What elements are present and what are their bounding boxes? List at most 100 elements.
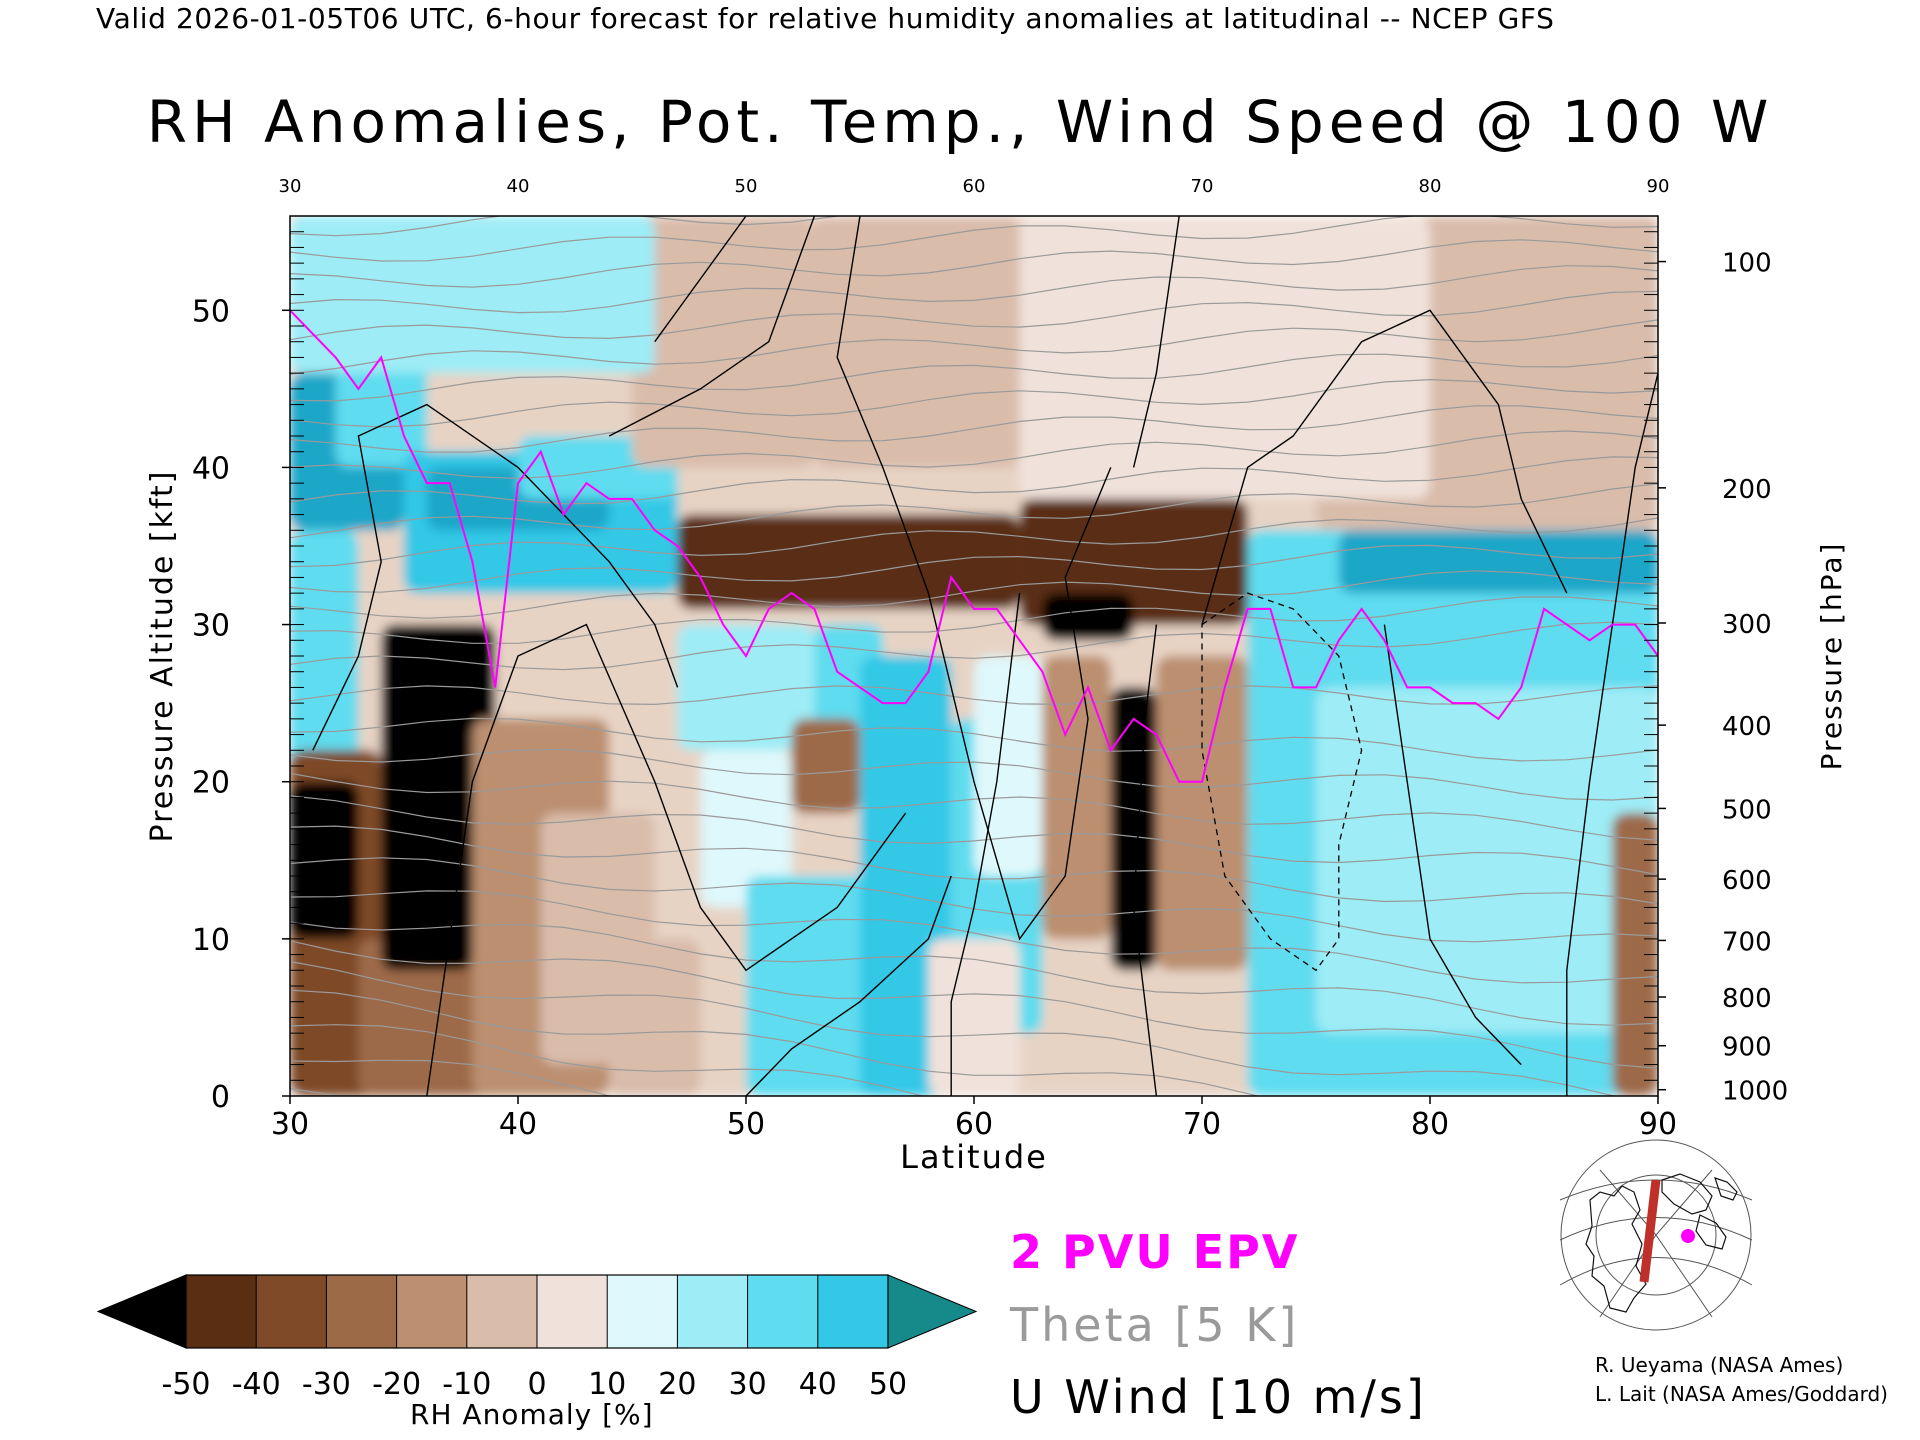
field-region-21	[974, 656, 1043, 876]
x-tick-label-top-4: 70	[1191, 176, 1214, 197]
colorbar-bin-9	[817, 1275, 888, 1348]
x-tick-label-0: 30	[271, 1107, 309, 1142]
theta-line-11	[290, 772, 1658, 841]
x-tick-label-top-2: 50	[735, 176, 758, 197]
credit-line-2: L. Lait (NASA Ames/Goddard)	[1595, 1382, 1888, 1406]
theta-line-24	[290, 378, 1658, 428]
x-tick-label-top-1: 40	[507, 176, 530, 197]
theta-line-22	[290, 430, 1658, 480]
epv-2pvu-line	[290, 309, 1658, 783]
theta-line-14	[290, 685, 1658, 706]
colorbar-bin-6	[607, 1275, 678, 1348]
p-tick-label-0: 100	[1722, 249, 1772, 279]
theta-line-9	[290, 825, 1658, 905]
chart-title: RH Anomalies, Pot. Temp., Wind Speed @ 1…	[146, 88, 1774, 156]
uwind-line-9	[745, 875, 952, 1096]
theta-line-20	[290, 483, 1658, 539]
uwind-line-11	[654, 216, 747, 343]
x-tick-label-top-0: 30	[279, 176, 302, 197]
uwind-line-2	[608, 216, 816, 437]
legend-uwind: U Wind [10 m/s]	[1010, 1370, 1427, 1424]
theta-line-2	[290, 1024, 925, 1096]
section-line-marker	[1639, 1179, 1661, 1283]
uwind-line-6	[1383, 624, 1522, 1066]
x-tick-label-6: 90	[1639, 1107, 1677, 1142]
y-tick-label-2: 20	[192, 766, 230, 801]
uwind-contours	[312, 216, 1658, 1096]
inset-map	[1556, 1139, 1756, 1331]
field-region-26	[1019, 498, 1248, 625]
location-dot-marker	[1681, 1229, 1695, 1243]
colorbar-bin-1	[256, 1275, 327, 1348]
colorbar-over-triangle	[887, 1274, 978, 1349]
colorbar-bin-3	[396, 1275, 467, 1348]
colorbar-bin-0	[186, 1275, 257, 1348]
colorbar-tick-label-7: 20	[658, 1367, 696, 1402]
p-tick-label-4: 500	[1722, 795, 1772, 825]
field-region-28	[1110, 687, 1157, 971]
colorbar-tick-label-5: 0	[527, 1367, 546, 1402]
theta-line-27	[290, 290, 1658, 341]
field-region-18	[791, 718, 860, 814]
x-tick-label-5: 80	[1411, 1107, 1449, 1142]
x-tick-label-top-6: 90	[1647, 176, 1670, 197]
colorbar-bin-8	[747, 1275, 818, 1348]
field-region-14	[677, 624, 815, 751]
colorbar-tick-label-3: -20	[372, 1367, 421, 1402]
colorbar-tick-label-6: 10	[588, 1367, 626, 1402]
x-tick-label-2: 50	[727, 1107, 765, 1142]
p-tick-label-9: 1000	[1722, 1077, 1788, 1107]
field-region-13	[609, 938, 701, 1096]
colorbar-tick-label-10: 50	[869, 1367, 907, 1402]
theta-line-28	[290, 265, 1658, 314]
colorbar-frame	[185, 1274, 889, 1349]
theta-line-16	[290, 596, 1658, 644]
theta-line-10	[290, 795, 1658, 876]
field-region-30	[1156, 656, 1248, 971]
axes: 3030404050506060707080809090010203040501…	[192, 176, 1788, 1142]
colorbar-tick-label-9: 40	[799, 1367, 837, 1402]
field-region-39	[1019, 216, 1430, 499]
theta-contours	[290, 216, 1658, 1096]
field-region-25	[632, 216, 815, 468]
field-region-40	[290, 216, 655, 374]
p-tick-label-5: 600	[1722, 866, 1772, 896]
x-tick-label-3: 60	[955, 1107, 993, 1142]
field-region-23	[677, 514, 1020, 609]
field-region-16	[746, 876, 883, 1096]
field-region-36	[1521, 546, 1613, 578]
theta-line-18	[290, 544, 1658, 593]
y-tick-label-3: 30	[192, 609, 230, 644]
uwind-negative-line	[1201, 592, 1363, 972]
colorbar-label: RH Anomaly [%]	[410, 1398, 654, 1431]
x-tick-label-4: 70	[1183, 1107, 1221, 1142]
p-tick-label-8: 900	[1722, 1033, 1772, 1063]
theta-line-6	[290, 921, 1658, 1026]
field-region-24	[814, 216, 1020, 468]
p-tick-label-7: 800	[1722, 984, 1772, 1014]
field-region-35	[1361, 546, 1430, 578]
theta-line-26	[290, 319, 1658, 375]
y-tick-label-5: 50	[192, 294, 230, 329]
y-axis-label-left: Pressure Altitude [kft]	[145, 470, 180, 843]
uwind-line-5	[1201, 309, 1568, 625]
legend-epv: 2 PVU EPV	[1010, 1225, 1300, 1279]
theta-line-3	[290, 989, 1261, 1096]
uwind-line-4	[1132, 216, 1180, 468]
y-axis-label-right: Pressure [hPa]	[1815, 542, 1848, 771]
rh-field-blur-group	[290, 216, 1658, 1096]
field-region-27	[1042, 593, 1134, 641]
colorbar-tick-label-1: -40	[232, 1367, 281, 1402]
p-tick-label-6: 700	[1722, 927, 1772, 957]
theta-line-1	[290, 1059, 613, 1096]
uwind-line-3	[836, 216, 1112, 941]
y-tick-label-1: 10	[192, 923, 230, 958]
uwind-line-1	[426, 623, 907, 1096]
theta-line-5	[290, 940, 1658, 1069]
epv-contour	[290, 309, 1658, 783]
x-tick-label-top-5: 80	[1419, 176, 1442, 197]
field-region-15	[700, 750, 792, 908]
p-tick-label-2: 300	[1722, 610, 1772, 640]
field-region-37	[1316, 687, 1658, 1034]
